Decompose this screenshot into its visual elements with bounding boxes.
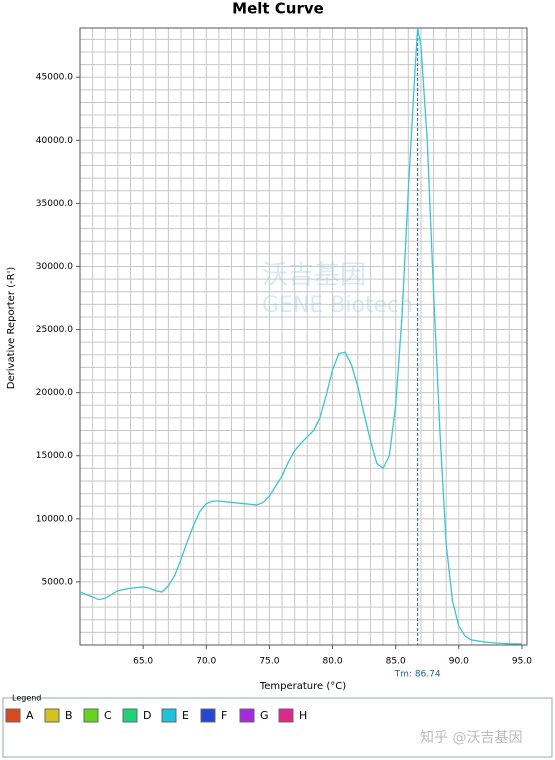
legend-label: E [182,709,189,722]
legend-swatch [161,708,177,723]
legend-label: G [260,709,269,722]
legend-swatch [5,708,21,723]
legend-box [2,697,553,758]
y-tick-label: 30000.0 [36,262,73,272]
legend-label: C [104,709,112,722]
y-tick-label: 10000.0 [36,514,73,524]
legend-swatch [122,708,138,723]
x-tick-label: 65.0 [133,657,153,667]
watermark-cn: 沃吉基因 [262,261,366,291]
x-axis-label: Temperature (°C) [259,681,346,692]
x-tick-label: 90.0 [449,657,469,667]
y-tick-label: 40000.0 [36,136,73,146]
plot-frame [79,27,528,646]
legend-swatch [200,708,216,723]
x-tick-label: 95.0 [512,657,532,667]
legend-label: D [143,709,151,722]
y-tick-label: 25000.0 [36,325,73,335]
y-axis-label: Derivative Reporter (-R') [6,267,17,390]
plot-area [80,28,527,645]
legend-label: F [221,709,227,722]
y-tick-label: 15000.0 [36,451,73,461]
x-tick-label: 75.0 [259,657,279,667]
legend-title: Legend [12,694,41,703]
y-tick-label: 45000.0 [36,73,73,83]
x-tick-label: 80.0 [323,657,343,667]
legend-label: B [65,709,73,722]
footer: 知乎 @沃吉基因 [420,729,522,746]
x-tick-label: 70.0 [196,657,216,667]
legend-swatch [239,708,255,723]
y-tick-label: 5000.0 [42,577,74,587]
legend-swatch [278,708,294,723]
y-tick-label: 35000.0 [36,199,73,209]
chart-title: Melt Curve [232,0,324,18]
legend-label: A [26,709,34,722]
tm-label: Tm: 86.74 [394,670,441,680]
y-tick-label: 20000.0 [36,388,73,398]
legend-swatch [44,708,60,723]
watermark-en: GENE Biotech [262,293,413,318]
x-tick-label: 85.0 [386,657,406,667]
legend-swatch [83,708,99,723]
melt-curve [79,27,522,645]
legend-label: H [299,709,307,722]
